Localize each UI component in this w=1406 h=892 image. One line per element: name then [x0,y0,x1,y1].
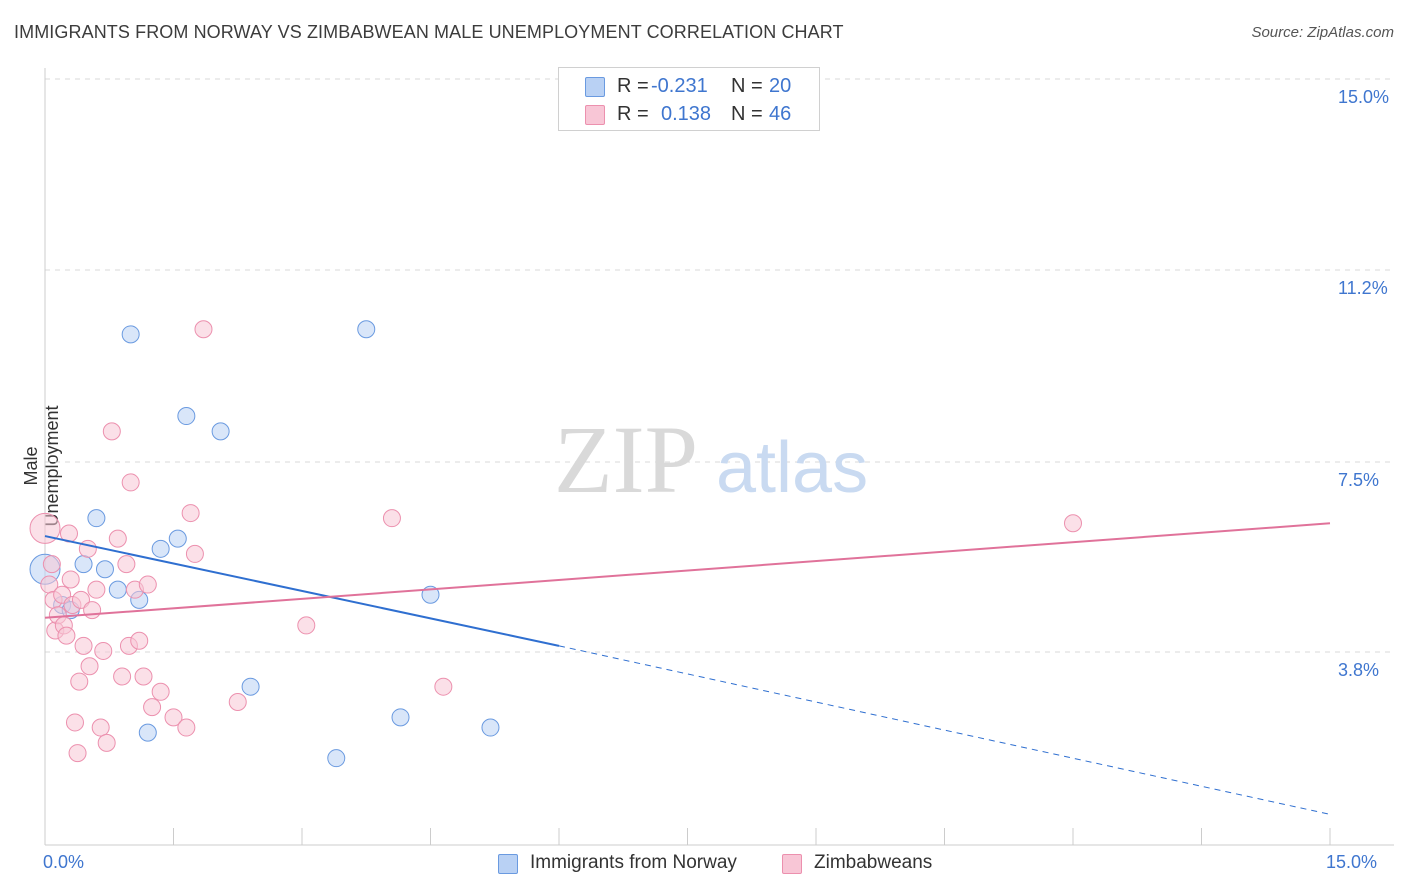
zimbabwean-point [61,570,80,589]
y-tick-label: 3.8% [1338,660,1380,680]
legend-label-zimbabweans: Zimbabweans [814,852,933,873]
grid-lines [45,78,1394,653]
norway-point [211,422,230,441]
zimbabwean-point [121,473,140,492]
norway-point [241,677,260,696]
zimbabwean-point [181,504,200,523]
norway-trend-extension [558,645,1331,815]
legend-row-zimbabweans: R = 0.138 N = 46 [559,100,819,128]
axes [44,68,1394,846]
data-points [29,320,1082,768]
zimbabwean-point [42,555,61,574]
norway-point [121,325,140,344]
legend-label-norway: Immigrants from Norway [530,852,737,873]
zimbabwean-point [78,539,97,558]
zimbabwean-point [97,733,116,752]
watermark-atlas: atlas [716,428,868,508]
zimbabwean-point [177,718,196,737]
zimbabwean-point [87,580,106,599]
legend-swatch-zimbabweans [782,854,802,874]
legend-r-value: 0.138 [661,103,712,125]
zimbabwean-point [94,641,113,660]
zimbabwean-point [29,512,61,544]
legend-r-label: R = [617,103,649,125]
watermark: ZIP atlas [554,406,868,513]
norway-point [168,529,187,548]
zimbabwean-point [143,698,162,717]
y-tick-label: 11.2% [1338,278,1388,298]
zimbabwean-point [297,616,316,635]
zimbabwean-point [194,320,213,339]
zimbabwean-point [74,636,93,655]
norway-point [177,407,196,426]
zimbabwean-point [108,529,127,548]
legend-n-value: 20 [769,75,792,97]
legend-row-norway: R = -0.231 N = 20 [559,72,819,100]
legend-r-label: R = [617,75,649,97]
zimbabwean-point [83,601,102,620]
legend-n-value: 46 [769,103,792,125]
norway-point [391,708,410,727]
zimbabwean-point [130,631,149,650]
chart-title: IMMIGRANTS FROM NORWAY VS ZIMBABWEAN MAL… [14,22,844,42]
zimbabwean-point [185,544,204,563]
x-tick-label-min: 0.0% [43,852,85,872]
watermark-zip: ZIP [554,406,698,513]
zimbabwean-point [91,718,110,737]
zimbabwean-point [228,693,247,712]
zimbabwean-point [134,667,153,686]
legend-swatch-norway [585,77,605,97]
zimbabwean-point [113,667,132,686]
norway-point [151,539,170,558]
norway-trend-line [44,535,560,647]
zimbabwean-point [138,575,157,594]
norway-point [327,749,346,768]
correlation-legend: R = -0.231 N = 20 R = 0.138 N = 46 [558,67,820,131]
norway-point [481,718,500,737]
y-tick-label: 15.0% [1338,87,1390,107]
trend-lines [44,522,1331,815]
zimbabwean-point [102,422,121,441]
norway-point [357,320,376,339]
zimbabwean-point [164,708,183,727]
legend-n-label: N = [731,103,763,125]
zimbabwean-trend-line [44,522,1331,619]
norway-point [108,580,127,599]
y-tick-label: 7.5% [1338,470,1380,490]
norway-point [87,509,106,528]
zimbabwean-point [117,555,136,574]
zimbabwean-point [434,677,453,696]
legend-swatch-zimbabweans [585,105,605,125]
norway-point [74,555,93,574]
zimbabwean-point [71,590,90,609]
norway-point [95,560,114,579]
zimbabwean-point [151,682,170,701]
zimbabwean-point [1064,514,1082,533]
source-note: Source: ZipAtlas.com [1251,24,1394,41]
norway-point [138,723,157,742]
zimbabwean-point [70,672,89,691]
x-tick-label-max: 15.0% [1326,852,1378,872]
zimbabwean-point [68,744,87,763]
zimbabwean-point [80,657,99,676]
zimbabwean-point [57,626,76,645]
legend-r-value: -0.231 [651,75,708,97]
legend-n-label: N = [731,75,763,97]
zimbabwean-point [382,509,401,528]
legend-swatch-norway [498,854,518,874]
zimbabwean-point [65,713,84,732]
